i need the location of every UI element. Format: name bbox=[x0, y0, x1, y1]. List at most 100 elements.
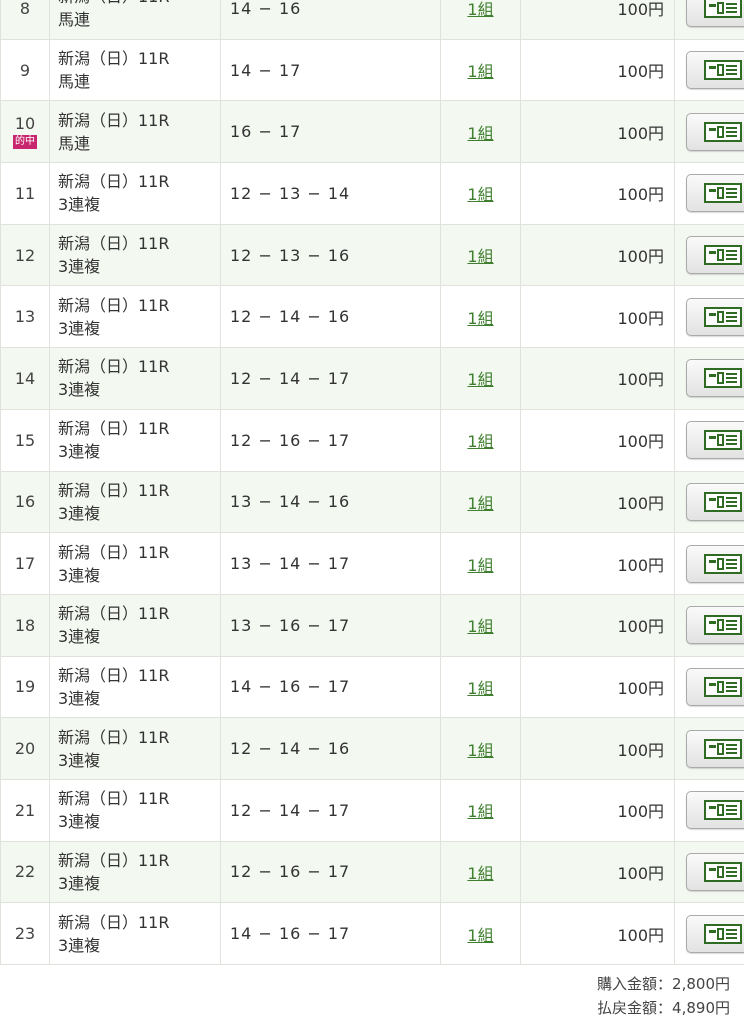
race-cell: 新潟（日）11R 3連複 bbox=[49, 717, 221, 780]
row-number: 23 bbox=[14, 924, 36, 944]
race-name: 新潟（日）11R bbox=[58, 665, 170, 685]
combination-count-link[interactable]: 1組 bbox=[467, 617, 494, 637]
ticket-detail-button[interactable] bbox=[686, 297, 744, 336]
race-name: 新潟（日）11R bbox=[58, 850, 170, 870]
race-name: 新潟（日）11R bbox=[58, 542, 170, 562]
ticket-detail-button[interactable] bbox=[686, 359, 744, 398]
ticket-detail-button[interactable] bbox=[686, 174, 744, 213]
ticket-detail-button[interactable] bbox=[686, 852, 744, 891]
hit-badge: 的中 bbox=[13, 135, 37, 150]
amount: 100円 bbox=[520, 0, 675, 40]
row-number-cell: 10 的中 bbox=[0, 100, 50, 164]
bet-type: 馬連 bbox=[58, 72, 91, 92]
amount: 100円 bbox=[520, 470, 675, 534]
ticket-detail-button[interactable] bbox=[686, 112, 744, 151]
ticket-detail-button[interactable] bbox=[686, 606, 744, 645]
combination-count-link[interactable]: 1組 bbox=[467, 863, 494, 883]
horse-numbers: 14 − 16 bbox=[220, 0, 441, 40]
count-cell: 1組 bbox=[440, 100, 521, 164]
row-number: 19 bbox=[14, 677, 36, 697]
button-cell bbox=[674, 532, 744, 595]
combination-count-link[interactable]: 1組 bbox=[467, 0, 494, 20]
count-cell: 1組 bbox=[440, 532, 521, 595]
combination-count-link[interactable]: 1組 bbox=[467, 370, 494, 390]
ticket-detail-button[interactable] bbox=[686, 421, 744, 460]
ticket-detail-button[interactable] bbox=[686, 914, 744, 953]
race-cell: 新潟（日）11R 馬連 bbox=[49, 0, 221, 40]
combination-count-link[interactable]: 1組 bbox=[467, 740, 494, 760]
button-cell bbox=[674, 717, 744, 780]
horse-numbers: 12 − 14 − 17 bbox=[220, 347, 441, 410]
combination-count-link[interactable]: 1組 bbox=[467, 493, 494, 513]
bet-type: 3連複 bbox=[58, 318, 101, 338]
combination-count-link[interactable]: 1組 bbox=[467, 308, 494, 328]
count-cell: 1組 bbox=[440, 902, 521, 965]
count-cell: 1組 bbox=[440, 162, 521, 225]
horse-numbers: 12 − 16 − 17 bbox=[220, 840, 441, 904]
count-cell: 1組 bbox=[440, 655, 521, 719]
table-row: 8 新潟（日）11R 馬連 14 − 16 1組 100円 bbox=[0, 0, 744, 40]
combination-count-link[interactable]: 1組 bbox=[467, 802, 494, 822]
table-row: 17 新潟（日）11R 3連複 13 − 14 − 17 1組 100円 bbox=[0, 532, 744, 595]
race-cell: 新潟（日）11R 馬連 bbox=[49, 100, 221, 164]
combination-count-link[interactable]: 1組 bbox=[467, 925, 494, 945]
row-number: 17 bbox=[14, 554, 36, 574]
row-number-cell: 17 bbox=[0, 532, 50, 595]
bet-type: 馬連 bbox=[58, 10, 91, 30]
bet-type: 3連複 bbox=[58, 195, 101, 215]
row-number: 11 bbox=[14, 183, 36, 203]
horse-numbers: 12 − 13 − 16 bbox=[220, 223, 441, 287]
row-number: 15 bbox=[14, 430, 36, 450]
row-number: 12 bbox=[14, 245, 36, 265]
bet-type: 3連複 bbox=[58, 750, 101, 770]
button-cell bbox=[674, 408, 744, 472]
table-row: 13 新潟（日）11R 3連複 12 − 14 − 16 1組 100円 bbox=[0, 285, 744, 349]
ticket-detail-button[interactable] bbox=[686, 51, 744, 90]
combination-count-link[interactable]: 1組 bbox=[467, 185, 494, 205]
ticket-detail-button[interactable] bbox=[686, 729, 744, 768]
count-cell: 1組 bbox=[440, 470, 521, 534]
button-cell bbox=[674, 162, 744, 225]
row-number: 10 bbox=[14, 114, 36, 134]
button-cell bbox=[674, 655, 744, 719]
table-row: 20 新潟（日）11R 3連複 12 − 14 − 16 1組 100円 bbox=[0, 717, 744, 780]
row-number-cell: 14 bbox=[0, 347, 50, 410]
ticket-detail-button[interactable] bbox=[686, 0, 744, 28]
row-number-cell: 15 bbox=[0, 408, 50, 472]
race-cell: 新潟（日）11R 3連複 bbox=[49, 778, 221, 842]
ticket-detail-button[interactable] bbox=[686, 236, 744, 275]
amount: 100円 bbox=[520, 532, 675, 595]
bet-type: 3連複 bbox=[58, 873, 101, 893]
button-cell bbox=[674, 470, 744, 534]
bet-table: 8 新潟（日）11R 馬連 14 − 16 1組 100円 9 新潟（日）11R 馬連 14 − … bbox=[0, 0, 744, 965]
ticket-detail-button[interactable] bbox=[686, 482, 744, 521]
amount: 100円 bbox=[520, 162, 675, 225]
count-cell: 1組 bbox=[440, 593, 521, 657]
combination-count-link[interactable]: 1組 bbox=[467, 123, 494, 143]
amount: 100円 bbox=[520, 655, 675, 719]
combination-count-link[interactable]: 1組 bbox=[467, 432, 494, 452]
race-name: 新潟（日）11R bbox=[58, 789, 170, 809]
ticket-detail-button[interactable] bbox=[686, 791, 744, 830]
race-cell: 新潟（日）11R 3連複 bbox=[49, 902, 221, 965]
horse-numbers: 13 − 16 − 17 bbox=[220, 593, 441, 657]
ticket-detail-button[interactable] bbox=[686, 544, 744, 583]
horse-numbers: 14 − 17 bbox=[220, 38, 441, 102]
combination-count-link[interactable]: 1組 bbox=[467, 678, 494, 698]
row-number-cell: 8 bbox=[0, 0, 50, 40]
button-cell bbox=[674, 902, 744, 965]
ticket-detail-button[interactable] bbox=[686, 667, 744, 706]
bet-type: 3連複 bbox=[58, 565, 101, 585]
race-cell: 新潟（日）11R 3連複 bbox=[49, 408, 221, 472]
row-number: 21 bbox=[14, 800, 36, 820]
table-row: 9 新潟（日）11R 馬連 14 − 17 1組 100円 bbox=[0, 38, 744, 102]
purchase-total: 購入金額：2,800円 bbox=[597, 975, 730, 993]
race-cell: 新潟（日）11R 3連複 bbox=[49, 285, 221, 349]
combination-count-link[interactable]: 1組 bbox=[467, 247, 494, 267]
combination-count-link[interactable]: 1組 bbox=[467, 555, 494, 575]
payout-total: 払戻金額：4,890円 bbox=[597, 999, 730, 1017]
table-row: 11 新潟（日）11R 3連複 12 − 13 − 14 1組 100円 bbox=[0, 162, 744, 225]
count-cell: 1組 bbox=[440, 778, 521, 842]
amount: 100円 bbox=[520, 285, 675, 349]
combination-count-link[interactable]: 1組 bbox=[467, 62, 494, 82]
